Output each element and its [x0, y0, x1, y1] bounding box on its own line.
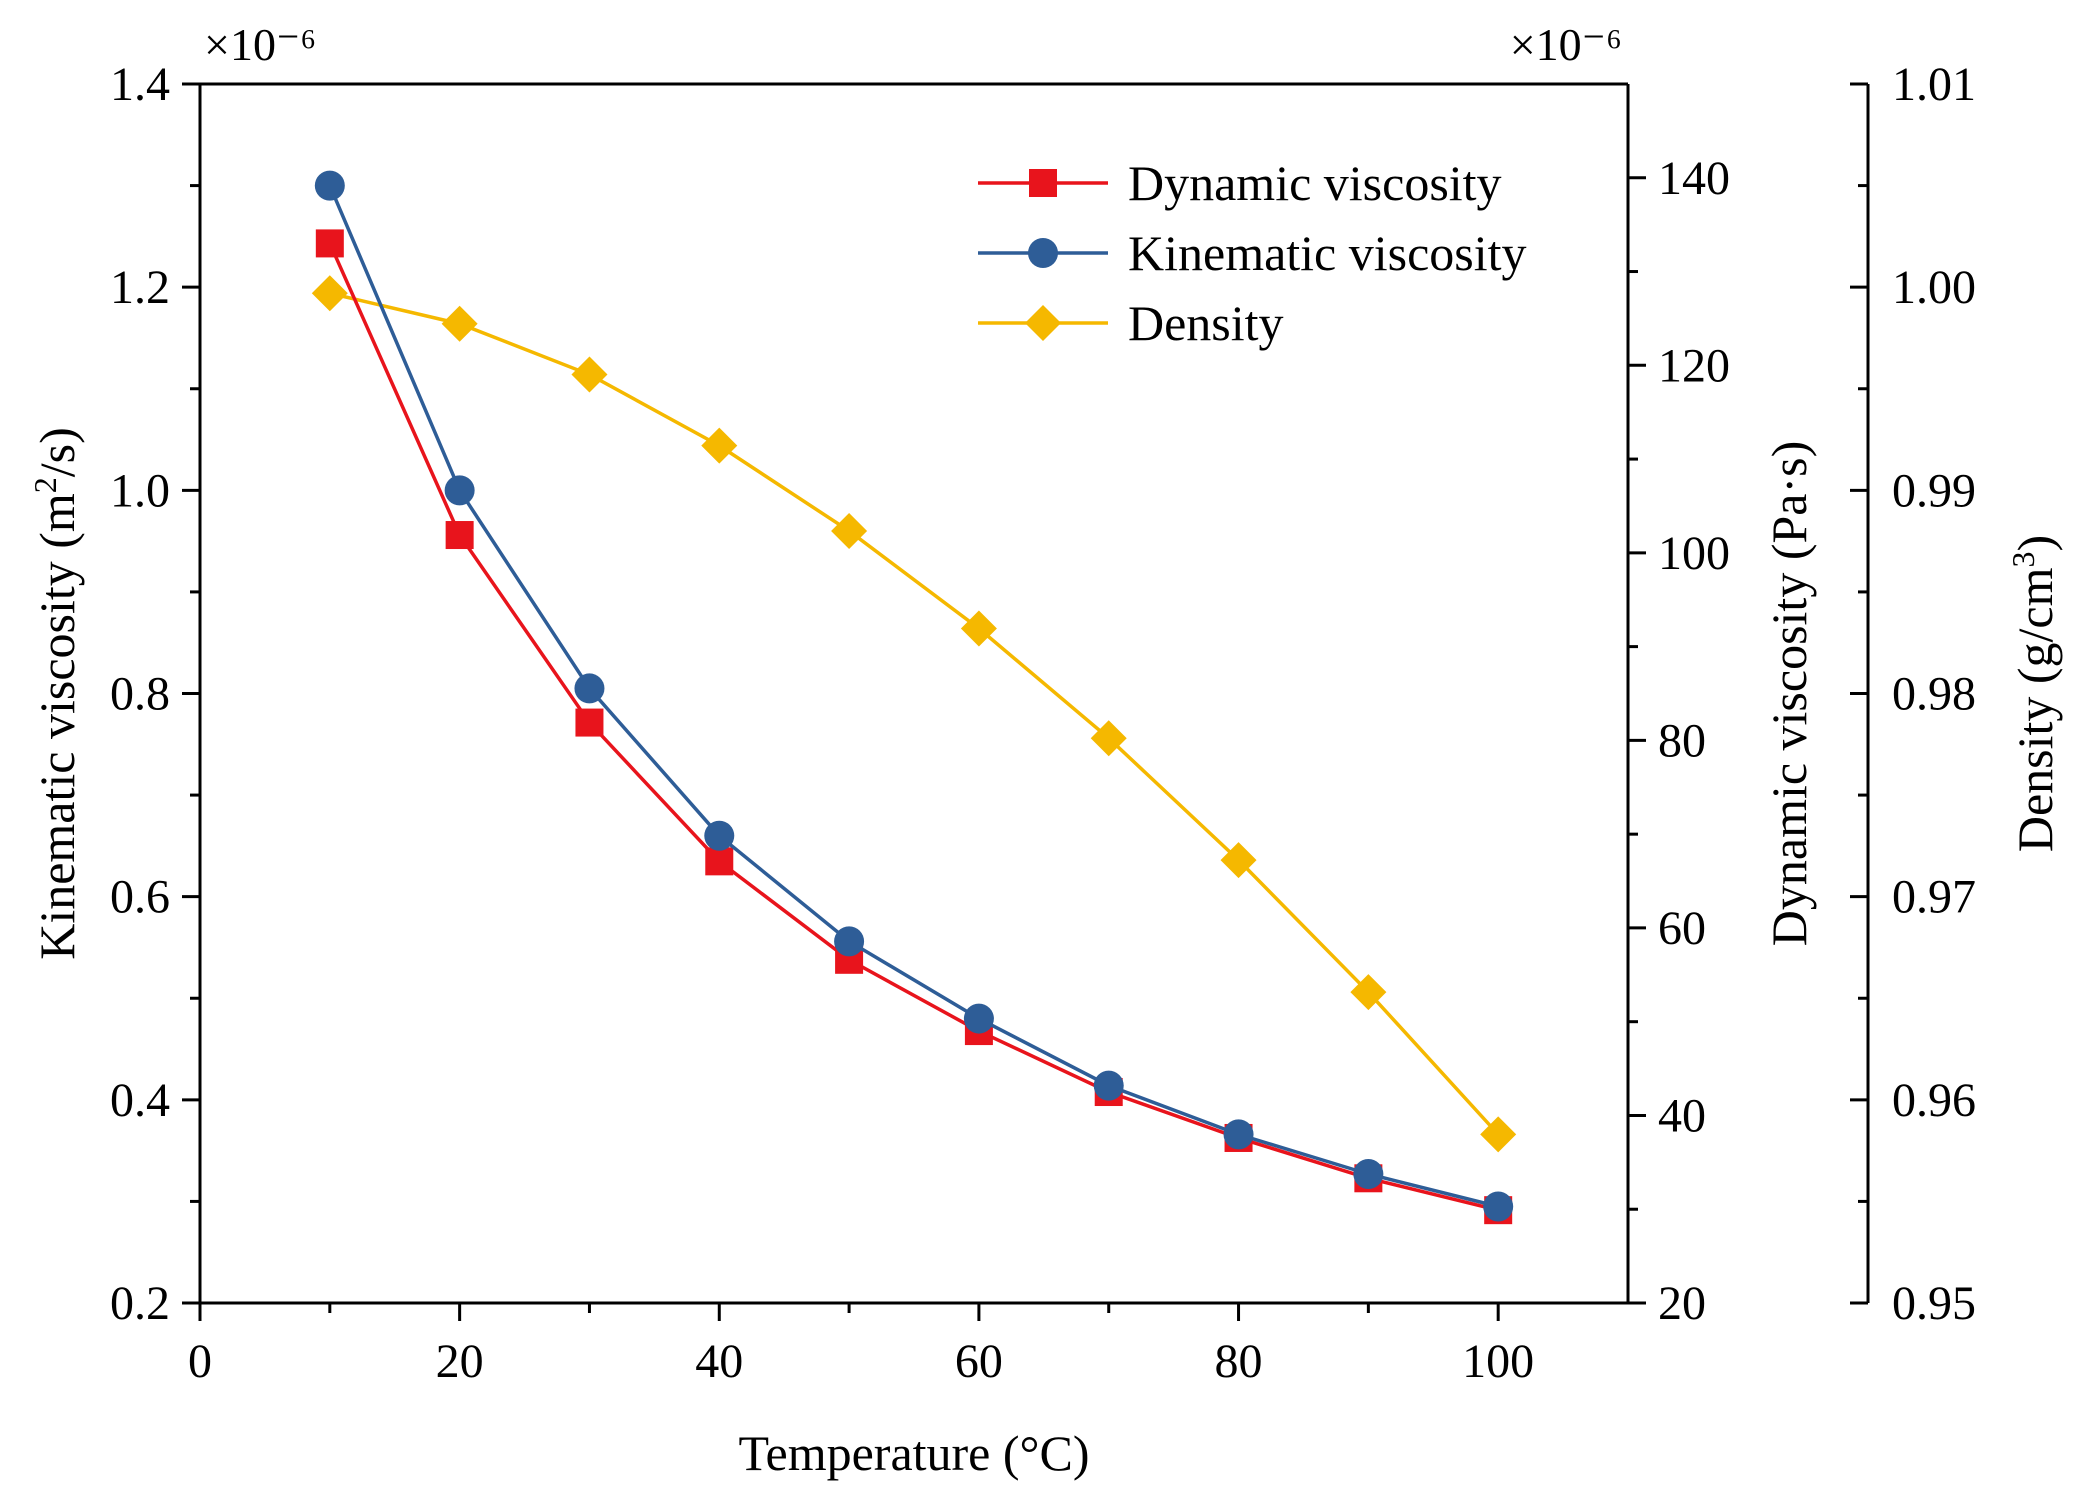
kinematic-viscosity-point — [314, 170, 345, 201]
left-tick-label: 0.2 — [110, 1277, 170, 1330]
series-layer — [311, 170, 1517, 1225]
right2-tick-label: 0.99 — [1892, 464, 1976, 517]
legend-dynamic-viscosity-label: Dynamic viscosity — [1128, 155, 1502, 211]
density-point — [311, 275, 348, 312]
legend-density-label: Density — [1128, 295, 1284, 351]
left-tick-label: 1.4 — [110, 58, 170, 111]
left-axis-title: Kinematic viscosity (m2/s) — [27, 427, 85, 960]
right2-tick-label: 0.95 — [1892, 1277, 1976, 1330]
kinematic-viscosity-point — [834, 926, 865, 957]
density-point — [960, 610, 997, 647]
left-tick-label: 0.8 — [110, 668, 170, 721]
right2-axis-title-part: Density (g/cm — [2007, 567, 2063, 852]
right2-tick-label: 1.01 — [1892, 58, 1976, 111]
kinematic-viscosity-point — [444, 475, 475, 506]
density-point — [701, 427, 738, 464]
kinematic-viscosity-point — [574, 673, 605, 704]
density-point — [831, 512, 868, 549]
right2-tick-label: 0.97 — [1892, 871, 1976, 924]
x-tick-label: 80 — [1215, 1335, 1263, 1388]
left-tick-label: 0.4 — [110, 1074, 170, 1127]
legend-kinematic-viscosity-label: Kinematic viscosity — [1128, 225, 1527, 281]
right1-tick-label: 40 — [1658, 1089, 1706, 1142]
x-tick-label: 60 — [955, 1335, 1003, 1388]
x-axis-title: Temperature (°C) — [738, 1425, 1089, 1481]
kinematic-viscosity-point — [1483, 1191, 1514, 1222]
right2-axis-title-superscript: 3 — [2005, 551, 2041, 567]
left-axis-title-superscript: 2 — [27, 477, 63, 493]
right1-tick-label: 60 — [1658, 902, 1706, 955]
kinematic-viscosity-point — [963, 1003, 994, 1034]
left-axis-exponent: ×10⁻⁶ — [204, 19, 316, 70]
dynamic-viscosity-point — [315, 229, 344, 258]
left-axis-title-part: Kinematic viscosity (m — [29, 493, 85, 960]
density-line — [329, 291, 1500, 1136]
density-point — [1480, 1116, 1517, 1153]
density-point — [1350, 974, 1387, 1011]
dynamic-viscosity-point — [705, 847, 734, 876]
right1-tick-label: 20 — [1658, 1277, 1706, 1330]
right1-tick-label: 80 — [1658, 714, 1706, 767]
left-tick-label: 1.0 — [110, 464, 170, 517]
x-tick-label: 100 — [1462, 1335, 1534, 1388]
legend: Dynamic viscosity Kinematic viscosity Dens… — [978, 155, 1527, 351]
x-tick-label: 20 — [436, 1335, 484, 1388]
x-tick-label: 40 — [695, 1335, 743, 1388]
right2-axis-title-part: ) — [2007, 535, 2063, 552]
right1-axis-title: Dynamic viscosity (Pa·s) — [1761, 441, 1817, 946]
right1-tick-label: 100 — [1658, 527, 1730, 580]
dynamic-viscosity-point — [575, 708, 604, 737]
x-tick-label: 0 — [188, 1335, 212, 1388]
right1-tick-label: 140 — [1658, 152, 1730, 205]
right1-tick-label: 120 — [1658, 339, 1730, 392]
density-point — [1090, 720, 1127, 757]
density-point — [1220, 842, 1257, 879]
right2-tick-label: 0.98 — [1892, 668, 1976, 721]
legend-dynamic-viscosity-marker — [1029, 169, 1057, 197]
kinematic-viscosity-point — [1353, 1158, 1384, 1189]
kinematic-viscosity-point — [1223, 1119, 1254, 1150]
right2-tick-label: 0.96 — [1892, 1074, 1976, 1127]
left-tick-label: 1.2 — [110, 261, 170, 314]
kinematic-viscosity-point — [704, 820, 735, 851]
right2-axis-title: Density (g/cm3) — [2005, 535, 2063, 852]
left-tick-label: 0.6 — [110, 871, 170, 924]
dynamic-viscosity-point — [445, 521, 474, 550]
legend-kinematic-viscosity-marker — [1028, 238, 1058, 268]
grid-layer: 0 20 40 60 80 100 Temperature (°C) 0.2 0.4 0.6 0.8… — [27, 19, 2063, 1481]
left-axis-title-part: /s) — [29, 427, 85, 477]
right2-tick-label: 1.00 — [1892, 261, 1976, 314]
density-point — [441, 305, 478, 342]
right1-axis-exponent: ×10⁻⁶ — [1510, 19, 1622, 70]
dynamic-viscosity-line — [328, 242, 1499, 1212]
density-point — [571, 356, 608, 393]
kinematic-viscosity-line — [328, 184, 1499, 1209]
legend-density-marker — [1025, 305, 1061, 341]
kinematic-viscosity-point — [1093, 1070, 1124, 1101]
